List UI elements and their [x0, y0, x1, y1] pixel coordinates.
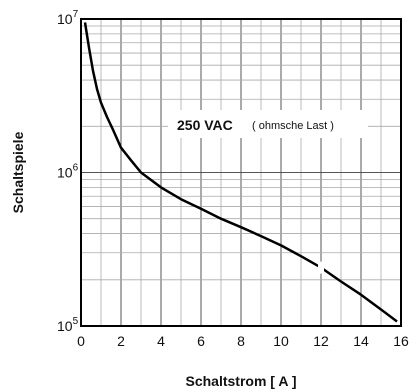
annotation-background	[168, 110, 368, 138]
x-tick-labels: 0 2 4 6 8 10 12 14 16	[77, 333, 409, 349]
y-tick-label: 106	[57, 163, 79, 181]
x-tick-label: 14	[353, 333, 369, 349]
x-tick-label: 2	[117, 333, 125, 349]
x-tick-label: 16	[393, 333, 409, 349]
y-tick-label: 105	[57, 316, 79, 334]
y-axis-title: Schaltspiele	[10, 131, 26, 213]
series-line-layer	[83, 22, 398, 323]
grid	[81, 19, 401, 326]
x-axis-title: Schaltstrom [ A ]	[186, 373, 297, 389]
x-tick-label: 12	[313, 333, 329, 349]
y-tick-labels: 107 106 105	[57, 9, 79, 334]
curve-gap	[318, 261, 324, 274]
annotation-load-type: ( ohmsche Last )	[252, 120, 334, 132]
x-tick-label: 10	[273, 333, 289, 349]
x-tick-label: 8	[237, 333, 245, 349]
plot-frame	[80, 18, 402, 327]
x-tick-label: 6	[197, 333, 205, 349]
annotation-voltage: 250 VAC	[177, 117, 233, 133]
x-tick-label: 4	[157, 333, 165, 349]
x-tick-label: 0	[77, 333, 85, 349]
y-tick-label: 107	[57, 9, 79, 27]
series-line	[83, 22, 398, 323]
annotation: 250 VAC ( ohmsche Last )	[168, 110, 368, 138]
